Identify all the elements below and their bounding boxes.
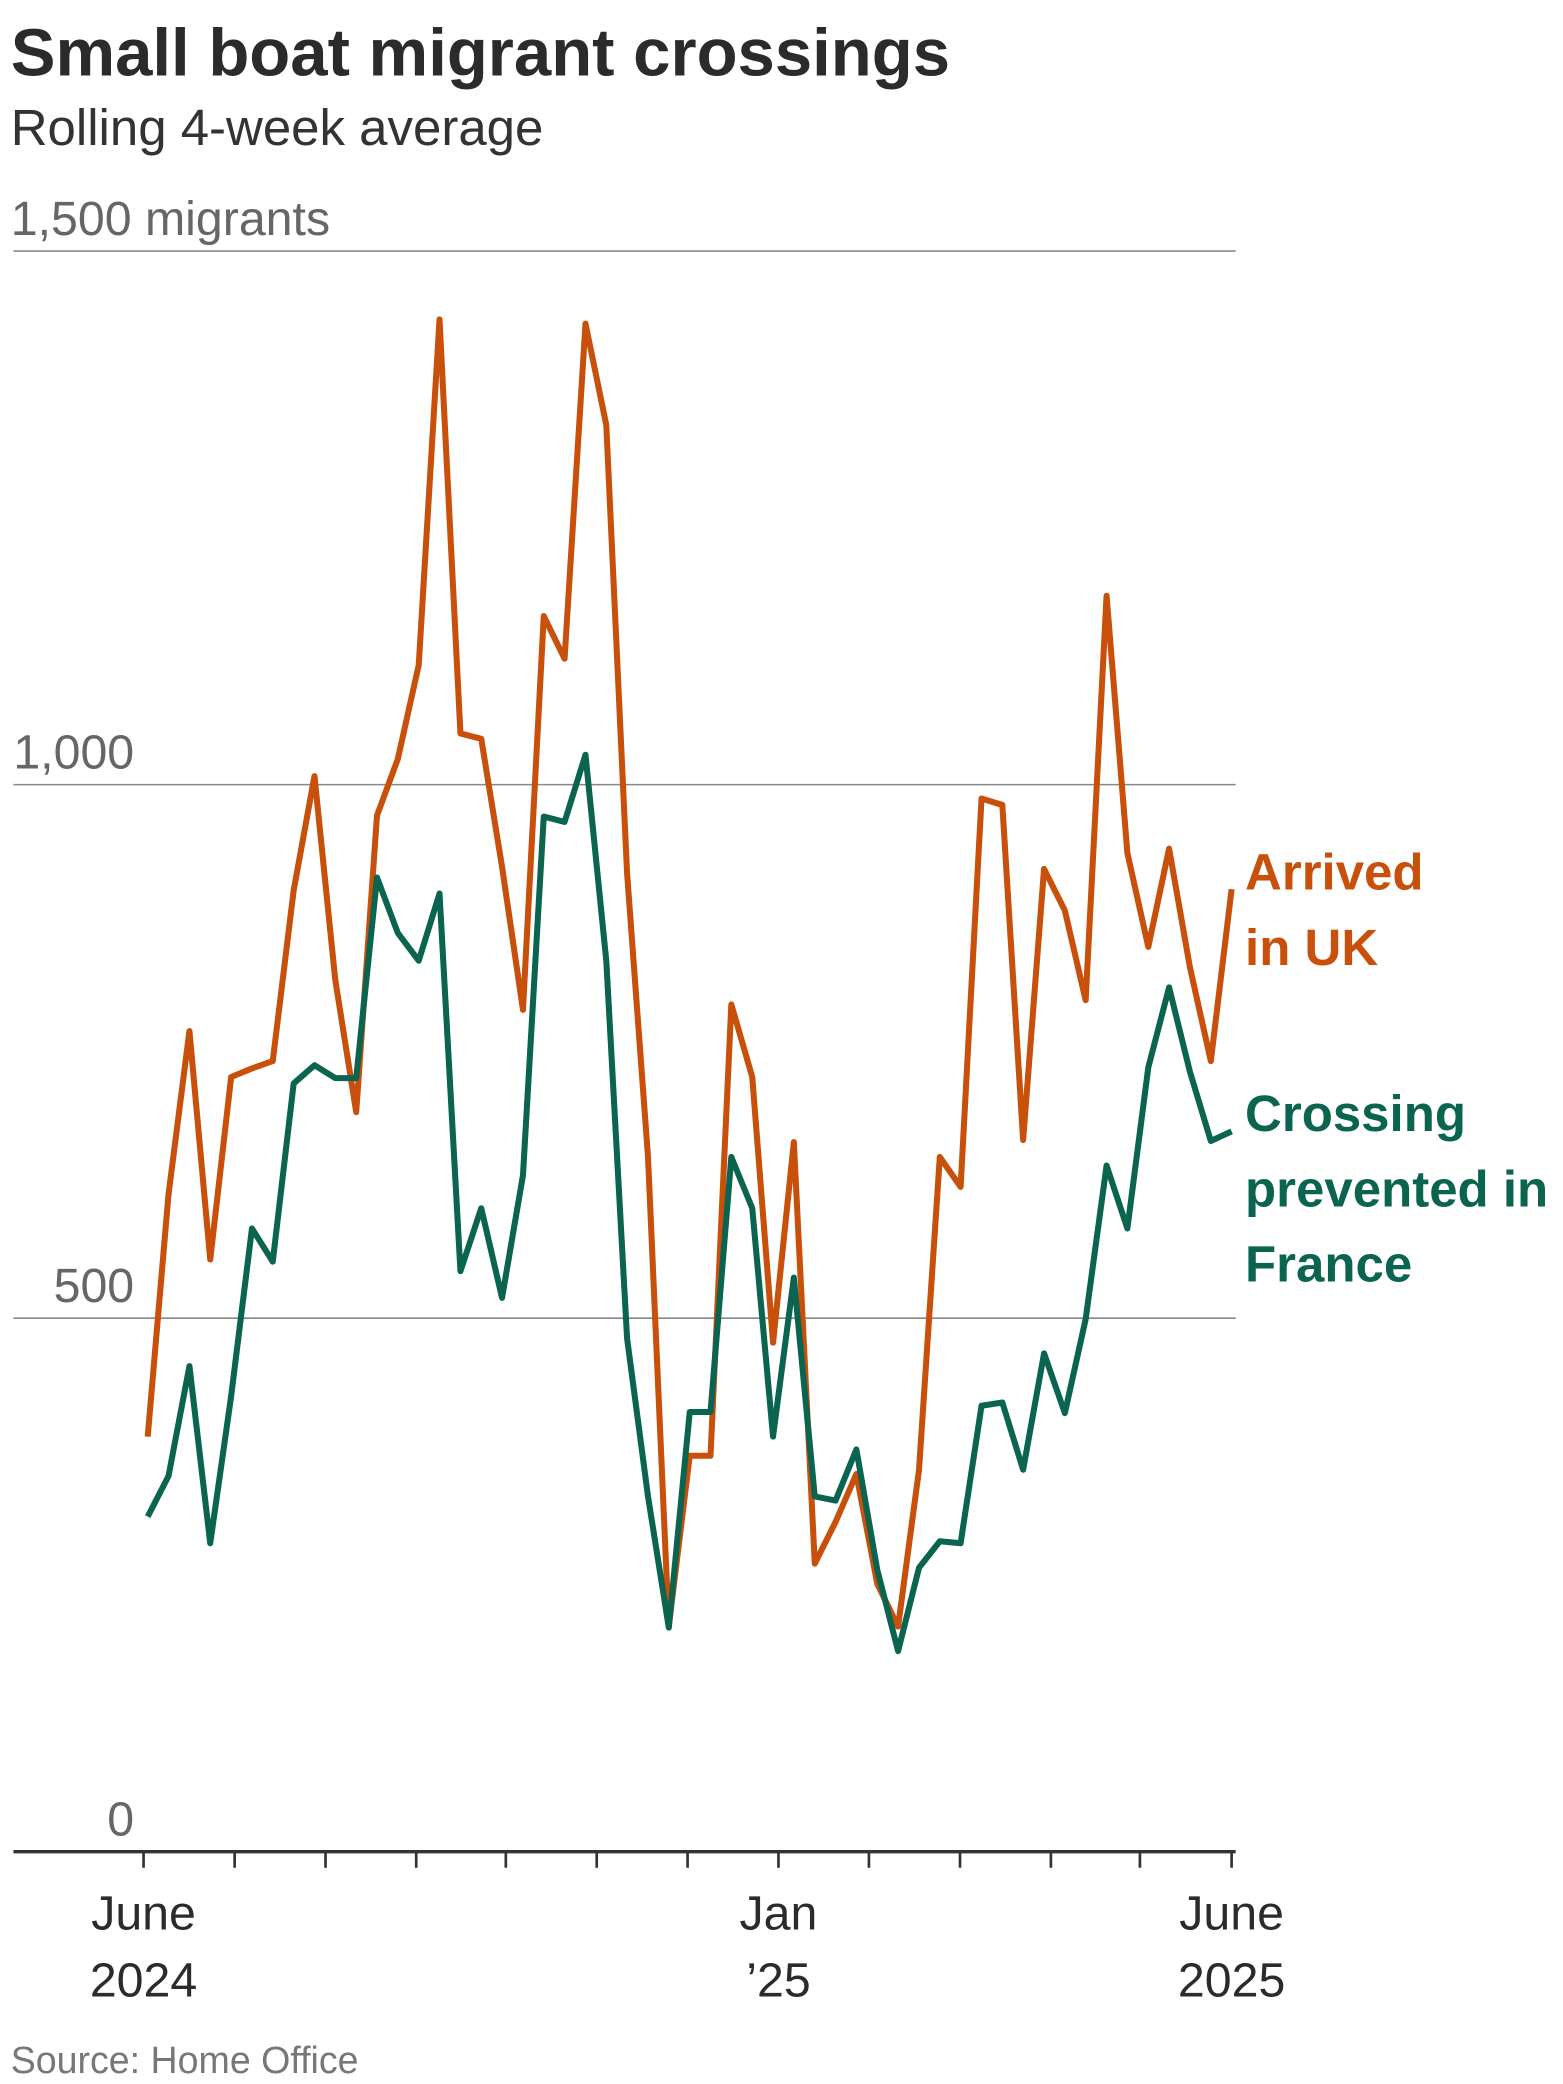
- legend-label: Arrived in UK: [1245, 844, 1424, 977]
- x-tick-label: ’25: [746, 1954, 810, 2008]
- series-label-box: Arrived in UK: [1245, 844, 1424, 977]
- x-tick-label: June: [1179, 1886, 1284, 1940]
- series-line: [144, 316, 1235, 1630]
- x-tick-label: June: [91, 1886, 196, 1940]
- source: Source: Home Office: [11, 2039, 359, 2081]
- y-tick-label: 500: [54, 1259, 135, 1313]
- legend-label: Crossing prevented in France: [1245, 1087, 1549, 1294]
- y-tick-label: 0: [107, 1793, 134, 1847]
- chart-subtitle: Rolling 4-week average: [11, 99, 544, 156]
- x-tick-label: 2024: [90, 1954, 197, 2008]
- y-tick-label: 1,500 migrants: [11, 192, 330, 246]
- x-tick-label: 2025: [1178, 1954, 1285, 2008]
- series-label-box: Crossing prevented in France: [1245, 1087, 1549, 1294]
- series-line: [145, 751, 1233, 1655]
- x-tick-label: Jan: [740, 1886, 818, 1940]
- y-tick-label: 1,000: [13, 726, 134, 780]
- chart-title: Small boat migrant crossings: [11, 15, 950, 90]
